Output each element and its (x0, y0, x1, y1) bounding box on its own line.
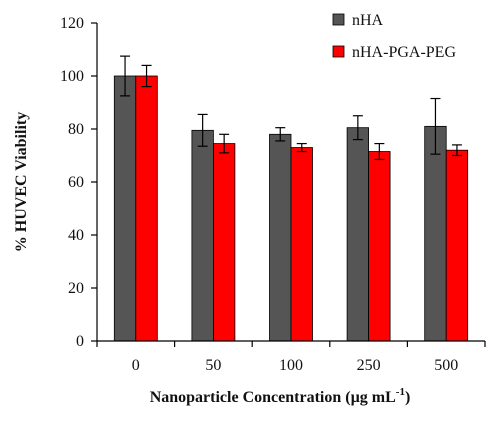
y-axis-title: % HUVEC Viability (13, 112, 30, 252)
y-tick-label-100: 100 (60, 68, 84, 85)
error-bar-nha-50 (197, 113, 208, 147)
y-tick-label-60: 60 (68, 174, 84, 191)
error-bar-nha-pga-peg-100 (296, 142, 307, 153)
x-axis-title-close: ) (405, 389, 410, 406)
bars-layer (113, 75, 469, 342)
x-axis-title: Nanoparticle Concentration (µg mL-1) (150, 386, 411, 406)
bar-nha-250 (346, 127, 370, 342)
y-tick-label-40: 40 (68, 227, 84, 244)
y-tick-label-0: 0 (76, 333, 84, 350)
bar-nha-100 (269, 133, 292, 342)
error-bar-nha-0 (120, 55, 131, 97)
axes-layer (91, 22, 486, 347)
bar-nha-pga-peg-0 (135, 75, 158, 342)
x-tick-label-0: 0 (132, 357, 140, 374)
bar-nha-pga-peg-50 (212, 143, 236, 342)
error-bar-nha-pga-peg-250 (374, 142, 385, 161)
y-tick-label-80: 80 (68, 121, 84, 138)
legend-item-nha: nHA (332, 12, 384, 29)
error-bar-nha-pga-peg-0 (141, 64, 152, 88)
legend-label-nha: nHA (352, 12, 384, 29)
legend-swatch-nha (332, 13, 345, 26)
x-axis-title-superscript: -1 (396, 386, 405, 398)
y-tick-label-120: 120 (60, 15, 84, 32)
bar-nha-pga-peg-100 (290, 147, 313, 342)
legend-swatch-nha-pga-peg (332, 45, 345, 58)
bar-nha-pga-peg-500 (445, 149, 469, 342)
error-bar-nha-500 (430, 97, 441, 155)
tick-labels-layer: 0 20 40 60 80 100 120 0 50 100 250 500 (60, 15, 458, 374)
error-bar-nha-250 (352, 115, 363, 141)
legend-label-nha-pga-peg: nHA-PGA-PEG (352, 44, 456, 61)
x-tick-label-50: 50 (205, 357, 221, 374)
x-tick-label-500: 500 (434, 357, 458, 374)
y-tick-label-20: 20 (68, 280, 84, 297)
error-bar-nha-pga-peg-500 (451, 144, 462, 157)
x-tick-label-100: 100 (279, 357, 303, 374)
x-axis-title-main: Nanoparticle Concentration (µg mL (150, 389, 396, 406)
error-bar-nha-pga-peg-50 (219, 133, 230, 154)
error-bars-layer (120, 55, 462, 161)
bar-nha-50 (191, 129, 214, 342)
legend-item-nha-pga-peg: nHA-PGA-PEG (332, 44, 456, 61)
bar-nha-pga-peg-250 (368, 151, 391, 342)
error-bar-nha-100 (275, 127, 286, 142)
bar-nha-0 (113, 75, 137, 342)
legend: nHA nHA-PGA-PEG (332, 12, 456, 61)
bar-nha-500 (424, 125, 447, 342)
x-tick-label-250: 250 (357, 357, 381, 374)
